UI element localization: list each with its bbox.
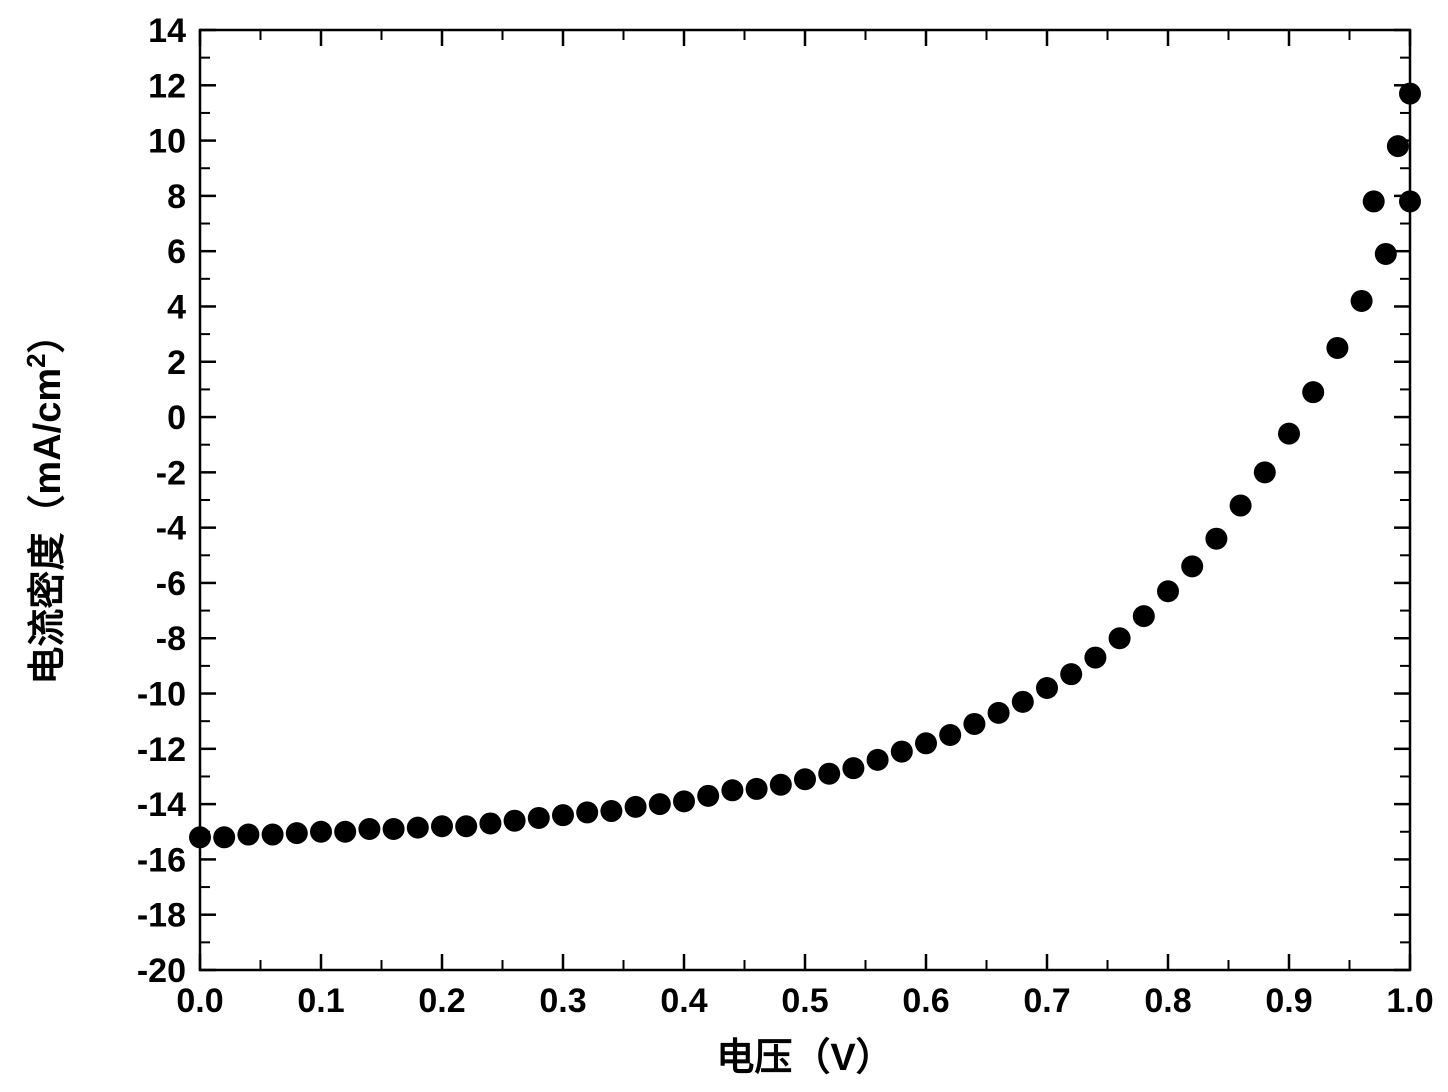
data-point <box>842 757 864 779</box>
x-tick-label: 0.9 <box>1265 982 1312 1020</box>
data-point <box>1387 135 1409 157</box>
data-point <box>262 824 284 846</box>
data-point <box>746 778 768 800</box>
data-point <box>1230 495 1252 517</box>
data-point <box>1133 605 1155 627</box>
y-tick-label: 14 <box>148 12 186 50</box>
y-tick-label: 12 <box>148 67 186 105</box>
data-point <box>794 768 816 790</box>
data-point <box>1351 290 1373 312</box>
y-tick-label: -18 <box>137 897 186 935</box>
data-point <box>1012 691 1034 713</box>
jv-curve-chart: 0.00.10.20.30.40.50.60.70.80.91.0-20-18-… <box>0 0 1448 1092</box>
data-point <box>213 826 235 848</box>
data-point <box>1254 461 1276 483</box>
data-point <box>189 826 211 848</box>
data-point <box>1399 190 1421 212</box>
y-tick-label: -6 <box>156 565 186 603</box>
data-point <box>479 812 501 834</box>
x-axis-label: 电压（V） <box>716 1037 893 1079</box>
y-axis-label: 电流密度（mA/cm2） <box>21 315 69 684</box>
data-point <box>1363 190 1385 212</box>
data-point <box>504 810 526 832</box>
data-point <box>1278 423 1300 445</box>
data-point <box>867 749 889 771</box>
data-point <box>988 702 1010 724</box>
data-point <box>552 804 574 826</box>
data-point <box>1060 663 1082 685</box>
data-point <box>286 822 308 844</box>
y-tick-label: -10 <box>137 676 186 714</box>
y-tick-label: -4 <box>156 510 186 548</box>
data-point <box>697 785 719 807</box>
data-point <box>891 741 913 763</box>
data-point <box>383 818 405 840</box>
data-point <box>334 821 356 843</box>
x-tick-label: 0.8 <box>1144 982 1191 1020</box>
data-point <box>1084 647 1106 669</box>
data-point <box>1326 337 1348 359</box>
data-point <box>431 815 453 837</box>
y-tick-label: 4 <box>167 288 186 326</box>
x-tick-label: 0.7 <box>1023 982 1070 1020</box>
y-tick-label: 10 <box>148 123 186 161</box>
y-tick-label: -14 <box>137 786 186 824</box>
data-point <box>915 732 937 754</box>
data-point <box>358 818 380 840</box>
y-tick-label: 6 <box>167 233 186 271</box>
data-point <box>237 824 259 846</box>
data-point <box>576 801 598 823</box>
data-point <box>721 779 743 801</box>
data-point <box>1205 528 1227 550</box>
data-point <box>963 713 985 735</box>
chart-svg: 0.00.10.20.30.40.50.60.70.80.91.0-20-18-… <box>0 0 1448 1092</box>
data-point <box>1302 381 1324 403</box>
y-tick-label: 2 <box>167 344 186 382</box>
x-tick-label: 0.2 <box>418 982 465 1020</box>
data-point <box>600 800 622 822</box>
data-point <box>407 817 429 839</box>
data-point <box>310 821 332 843</box>
data-point <box>770 774 792 796</box>
y-tick-label: -8 <box>156 620 186 658</box>
data-point <box>1181 555 1203 577</box>
data-point <box>818 763 840 785</box>
y-tick-label: -2 <box>156 454 186 492</box>
y-tick-label: -16 <box>137 841 186 879</box>
y-tick-label: 8 <box>167 178 186 216</box>
x-tick-label: 0.6 <box>902 982 949 1020</box>
data-point <box>1375 243 1397 265</box>
data-point <box>1036 677 1058 699</box>
data-point <box>939 724 961 746</box>
x-tick-label: 0.4 <box>660 982 707 1020</box>
data-point <box>625 796 647 818</box>
data-point <box>1157 580 1179 602</box>
x-tick-label: 0.3 <box>539 982 586 1020</box>
x-tick-label: 1.0 <box>1386 982 1433 1020</box>
data-point <box>1109 627 1131 649</box>
y-tick-label: 0 <box>167 399 186 437</box>
data-point <box>455 815 477 837</box>
data-point <box>1399 83 1421 105</box>
x-tick-label: 0.1 <box>297 982 344 1020</box>
x-tick-label: 0.5 <box>781 982 828 1020</box>
y-tick-label: -20 <box>137 952 186 990</box>
data-point <box>528 807 550 829</box>
data-point <box>649 793 671 815</box>
y-tick-label: -12 <box>137 731 186 769</box>
data-point <box>673 790 695 812</box>
